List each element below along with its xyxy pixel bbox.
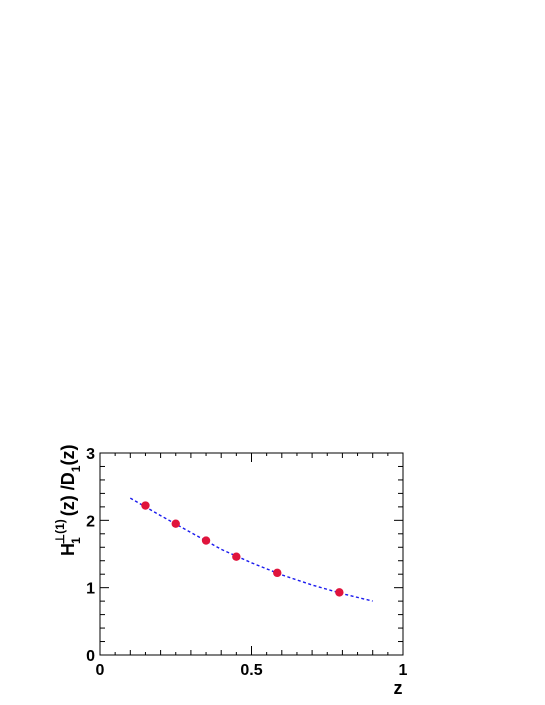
x-tick-label: 0 [96,662,105,679]
y-tick-label: 2 [86,513,95,530]
x-axis-label: z [394,678,403,698]
data-point [335,588,344,597]
data-point [141,501,150,510]
plot-frame-layer [99,452,404,656]
y-tick-label: 0 [86,648,95,665]
data-point [201,536,211,545]
data-point [171,519,180,528]
data-point [273,568,282,578]
y-axis-label-sub: 1 [69,537,83,544]
fit-curve [129,497,373,602]
y-tick-label: 1 [86,581,95,598]
y-axis-label-main: H [58,543,78,556]
y-axis-label-sup: ⊥(1) [53,519,67,544]
tick-labels-layer: 0 0.5 1 0 1 2 3 [86,446,407,679]
y-axis-label-rest: (z) /D [58,472,78,516]
y-axis-label-sub2: 1 [69,465,83,472]
svg-text:H1⊥(1)(z) /D1(z): H1⊥(1)(z) /D1(z) [53,445,83,557]
y-axis-label-rest2: (z) [58,445,78,466]
axis-ticks-layer [99,452,404,656]
fit-curve-layer [129,497,373,602]
data-point [232,552,241,561]
y-axis-label: H1⊥(1)(z) /D1(z) [53,445,83,557]
data-points-layer [141,501,344,597]
plot-frame [99,452,404,656]
x-tick-label: 0.5 [240,662,262,679]
x-tick-label: 1 [399,662,408,679]
y-tick-label: 3 [86,446,95,463]
